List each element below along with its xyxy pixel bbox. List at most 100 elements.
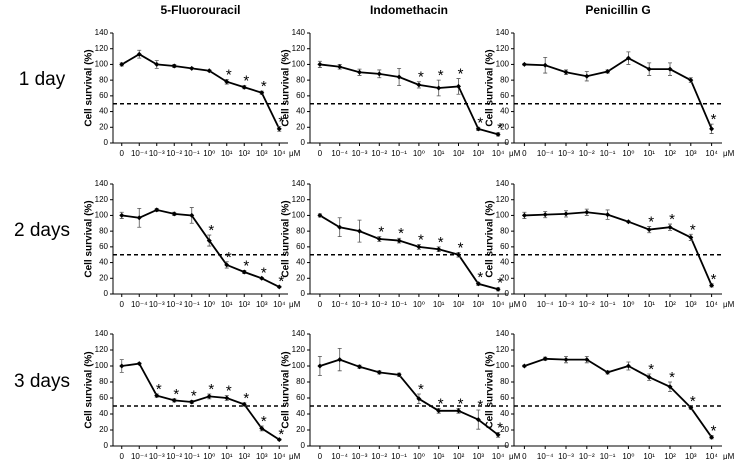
data-point — [456, 83, 461, 89]
significance-mark: * — [226, 249, 232, 266]
data-point — [625, 55, 631, 61]
data-point — [259, 425, 265, 431]
data-point — [667, 384, 673, 390]
x-tick-label: 10⁻⁴ — [537, 149, 554, 158]
data-point — [171, 397, 177, 403]
x-tick-label: 10⁴ — [492, 149, 505, 158]
y-tick-label: 0 — [505, 138, 510, 147]
y-tick-label: 20 — [500, 122, 509, 131]
significance-mark: * — [438, 234, 444, 251]
x-tick-label: 10⁴ — [273, 452, 286, 460]
data-line — [524, 211, 713, 286]
y-tick-label: 0 — [505, 441, 510, 450]
y-tick-label: 60 — [500, 91, 509, 100]
y-tick-label: 140 — [292, 28, 306, 37]
y-tick-label: 0 — [301, 138, 306, 147]
x-tick-label: 10⁻³ — [352, 452, 368, 460]
data-point — [136, 215, 142, 221]
x-tick-label: 10³ — [256, 452, 268, 460]
data-point — [605, 212, 611, 218]
significance-mark: * — [497, 275, 503, 292]
x-tick-label: 0 — [318, 452, 323, 460]
y-tick-label: 120 — [292, 44, 306, 53]
data-point — [709, 282, 715, 288]
data-point — [376, 236, 382, 242]
x-tick-label: 10⁰ — [413, 452, 425, 460]
data-point — [625, 363, 631, 369]
y-tick-label: 120 — [95, 195, 109, 204]
y-tick-label: 140 — [95, 329, 109, 338]
y-tick-label: 120 — [496, 44, 510, 53]
y-tick-label: 40 — [500, 409, 509, 418]
data-line — [319, 214, 499, 291]
x-tick-label: 0 — [522, 452, 527, 460]
y-tick-label: 120 — [496, 195, 510, 204]
data-point — [521, 61, 527, 67]
data-point — [396, 74, 402, 80]
x-tick-label: 10⁻⁴ — [131, 452, 148, 460]
significance-mark: * — [648, 213, 654, 230]
x-tick-label: 10¹ — [643, 452, 655, 460]
y-tick-label: 100 — [292, 60, 306, 69]
data-point — [259, 275, 265, 281]
y-tick-label: 20 — [99, 273, 108, 282]
x-unit: μM — [723, 149, 735, 158]
y-tick-label: 140 — [496, 179, 510, 188]
y-tick-label: 60 — [296, 91, 305, 100]
y-tick-label: 20 — [99, 425, 108, 434]
data-point — [206, 238, 212, 244]
data-point — [357, 228, 362, 234]
significance-mark: * — [458, 66, 464, 83]
significance-mark: * — [191, 387, 197, 404]
x-tick-label: 10⁻¹ — [391, 452, 407, 460]
y-tick-label: 60 — [296, 393, 305, 402]
data-line — [319, 63, 499, 136]
significance-mark: * — [243, 390, 249, 407]
x-tick-label: 10⁻³ — [352, 300, 368, 309]
significance-mark: * — [711, 423, 717, 440]
y-tick-label: 40 — [500, 107, 509, 116]
data-point — [376, 369, 382, 375]
y-tick-label: 120 — [496, 345, 510, 354]
y-tick-label: 140 — [292, 329, 306, 338]
data-point — [154, 393, 160, 399]
x-tick-label: 10⁻³ — [149, 300, 165, 309]
data-point — [206, 68, 212, 74]
significance-mark: * — [438, 67, 444, 84]
y-tick-label: 100 — [496, 60, 510, 69]
x-tick-label: 0 — [120, 300, 125, 309]
data-point — [584, 73, 590, 79]
data-point — [646, 66, 652, 72]
x-unit: μM — [509, 300, 521, 309]
data-line — [319, 358, 499, 436]
x-tick-label: 10⁴ — [273, 300, 286, 309]
y-tick-label: 40 — [296, 258, 305, 267]
significance-mark: * — [418, 381, 424, 398]
data-point — [625, 219, 631, 225]
data-point — [396, 238, 402, 244]
x-tick-label: 10² — [453, 149, 465, 158]
data-point — [688, 77, 694, 83]
x-tick-label: 10² — [238, 149, 250, 158]
data-point — [521, 363, 527, 369]
significance-mark: * — [278, 426, 284, 443]
data-point — [495, 286, 501, 292]
y-tick-label: 20 — [500, 425, 509, 434]
row-label: 2 days — [14, 220, 70, 241]
y-tick-label: 40 — [99, 409, 108, 418]
significance-mark: * — [261, 78, 267, 95]
x-tick-label: 10⁰ — [622, 300, 634, 309]
data-point — [189, 212, 195, 218]
x-tick-label: 10⁻² — [371, 149, 387, 158]
significance-mark: * — [497, 120, 503, 137]
significance-mark: * — [226, 66, 232, 83]
x-tick-label: 10⁻² — [579, 149, 595, 158]
x-tick-label: 10⁻² — [579, 452, 595, 460]
y-tick-label: 60 — [296, 242, 305, 251]
data-point — [436, 85, 442, 91]
x-tick-label: 0 — [318, 149, 323, 158]
data-line — [121, 208, 280, 288]
significance-mark: * — [458, 395, 464, 412]
y-tick-label: 20 — [500, 273, 509, 282]
